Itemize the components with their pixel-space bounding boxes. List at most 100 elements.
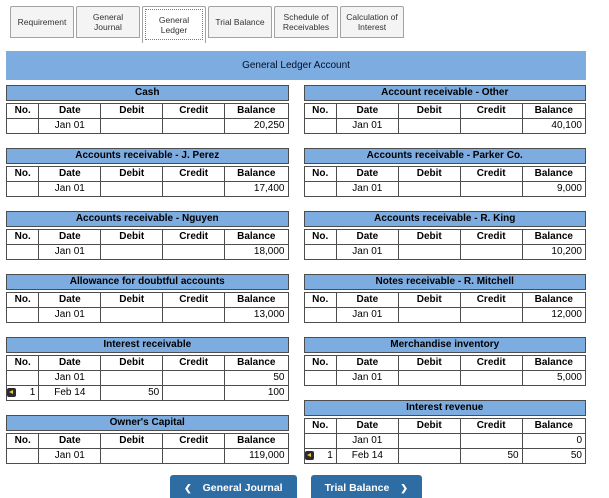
ledger-account-title: Owner's Capital [6, 415, 289, 431]
column-header: Date [335, 418, 399, 434]
trial-balance-button[interactable]: Trial Balance ❯ [310, 475, 422, 498]
column-header: Balance [224, 433, 289, 449]
credit-cell [162, 370, 226, 386]
column-header: Balance [224, 229, 289, 245]
ledger-grid: Cash No. Date Debit Credit Balance Jan 01 20,25… [5, 85, 587, 464]
tab-calculation-of-interest[interactable]: Calculation of Interest [340, 6, 404, 38]
debit-cell [397, 181, 461, 197]
debit-cell [397, 433, 461, 449]
column-header: Balance [521, 292, 587, 308]
nav-footer: ❮ General Journal Trial Balance ❯ [6, 475, 586, 498]
column-header: Balance [224, 166, 289, 182]
no-cell [303, 244, 337, 260]
balance-cell: 17,400 [224, 181, 289, 197]
column-header: Date [335, 103, 399, 119]
date-cell: Jan 01 [335, 118, 399, 134]
table-row: Jan 01 10,200 [303, 244, 587, 260]
balance-cell: 0 [521, 433, 587, 449]
debit-cell [397, 244, 461, 260]
column-header: Balance [521, 103, 587, 119]
no-cell [5, 244, 40, 260]
column-header: Balance [224, 103, 289, 119]
tab-general-journal[interactable]: General Journal [76, 6, 140, 38]
table-row: 1 Feb 14 50 50 [303, 448, 587, 464]
debit-cell [100, 181, 164, 197]
column-header: Debit [100, 355, 164, 371]
ledger-account-title: Notes receivable - R. Mitchell [303, 274, 586, 290]
ledger-table: No. Date Debit Credit Balance Jan 01 119,000 [5, 433, 289, 464]
chevron-left-icon: ❮ [184, 482, 192, 493]
tab-general-ledger[interactable]: General Ledger [142, 6, 206, 43]
panel-title: General Ledger Account [6, 51, 586, 80]
column-header: Credit [459, 166, 523, 182]
ledger-table: No. Date Debit Credit Balance Jan 01 17,400 [5, 166, 289, 197]
ledger-block: Interest receivable No. Date Debit Credit Bal… [5, 337, 289, 401]
column-header: Debit [397, 355, 461, 371]
column-header: Balance [224, 355, 289, 371]
credit-cell [459, 433, 523, 449]
tab-trial-balance[interactable]: Trial Balance [208, 6, 272, 38]
column-header: Debit [397, 418, 461, 434]
no-cell [303, 307, 337, 323]
debit-cell [100, 307, 164, 323]
balance-cell: 119,000 [224, 448, 289, 464]
date-cell: Jan 01 [38, 118, 102, 134]
balance-cell: 12,000 [521, 307, 587, 323]
credit-cell: 50 [459, 448, 523, 464]
ledger-block: Accounts receivable - J. Perez No. Date Deb… [5, 148, 289, 197]
tab-schedule-of-receivables[interactable]: Schedule of Receivables [274, 6, 338, 38]
balance-cell: 100 [224, 385, 289, 401]
no-cell [303, 370, 337, 386]
ledger-account-title: Allowance for doubtful accounts [6, 274, 289, 290]
column-header: Credit [162, 103, 226, 119]
ledger-panel: General Ledger Account Cash No. Date Debit C… [5, 51, 587, 498]
credit-cell [459, 307, 523, 323]
column-header: No. [5, 103, 40, 119]
credit-cell [162, 118, 226, 134]
ledger-account-title: Account receivable - Other [303, 85, 586, 101]
ledger-column-left: Cash No. Date Debit Credit Balance Jan 01 20,25… [5, 85, 289, 464]
column-header: Date [38, 433, 102, 449]
column-header: No. [5, 433, 40, 449]
column-header: No. [303, 103, 337, 119]
date-cell: Jan 01 [38, 244, 102, 260]
column-header: Balance [521, 229, 587, 245]
balance-cell: 5,000 [521, 370, 587, 386]
column-header: Date [335, 229, 399, 245]
ledger-block: Accounts receivable - Parker Co. No. Date D… [303, 148, 587, 197]
column-header: Credit [162, 433, 226, 449]
column-header: No. [5, 355, 40, 371]
no-cell: 1 [303, 448, 337, 464]
table-row: Jan 01 119,000 [5, 448, 289, 464]
column-header: Balance [521, 418, 587, 434]
debit-cell [397, 118, 461, 134]
column-header: Credit [459, 418, 523, 434]
column-header: No. [303, 418, 337, 434]
column-header: Debit [397, 166, 461, 182]
ledger-block: Cash No. Date Debit Credit Balance Jan 01 20,25… [5, 85, 289, 134]
ledger-block: Owner's Capital No. Date Debit Credit Balance… [5, 415, 289, 464]
debit-cell [397, 370, 461, 386]
credit-cell [162, 307, 226, 323]
column-header: Credit [459, 229, 523, 245]
credit-cell [162, 181, 226, 197]
column-header: Debit [397, 229, 461, 245]
journal-entry-link-icon[interactable] [7, 388, 16, 397]
debit-cell [100, 118, 164, 134]
column-header: Balance [521, 166, 587, 182]
credit-cell [459, 118, 523, 134]
ledger-account-title: Interest revenue [303, 400, 586, 416]
debit-cell [100, 370, 164, 386]
column-header: Debit [100, 229, 164, 245]
general-journal-button[interactable]: ❮ General Journal [170, 475, 297, 498]
column-header: Balance [521, 355, 587, 371]
column-header: No. [303, 229, 337, 245]
journal-entry-link-icon[interactable] [305, 451, 314, 460]
ledger-account-title: Accounts receivable - J. Perez [6, 148, 289, 164]
ledger-block: Accounts receivable - Nguyen No. Date Debit… [5, 211, 289, 260]
tab-requirement[interactable]: Requirement [10, 6, 74, 38]
table-row: Jan 01 40,100 [303, 118, 587, 134]
tab-bar: Requirement General Journal General Ledger… [10, 6, 609, 43]
credit-cell [459, 370, 523, 386]
no-cell [5, 448, 40, 464]
